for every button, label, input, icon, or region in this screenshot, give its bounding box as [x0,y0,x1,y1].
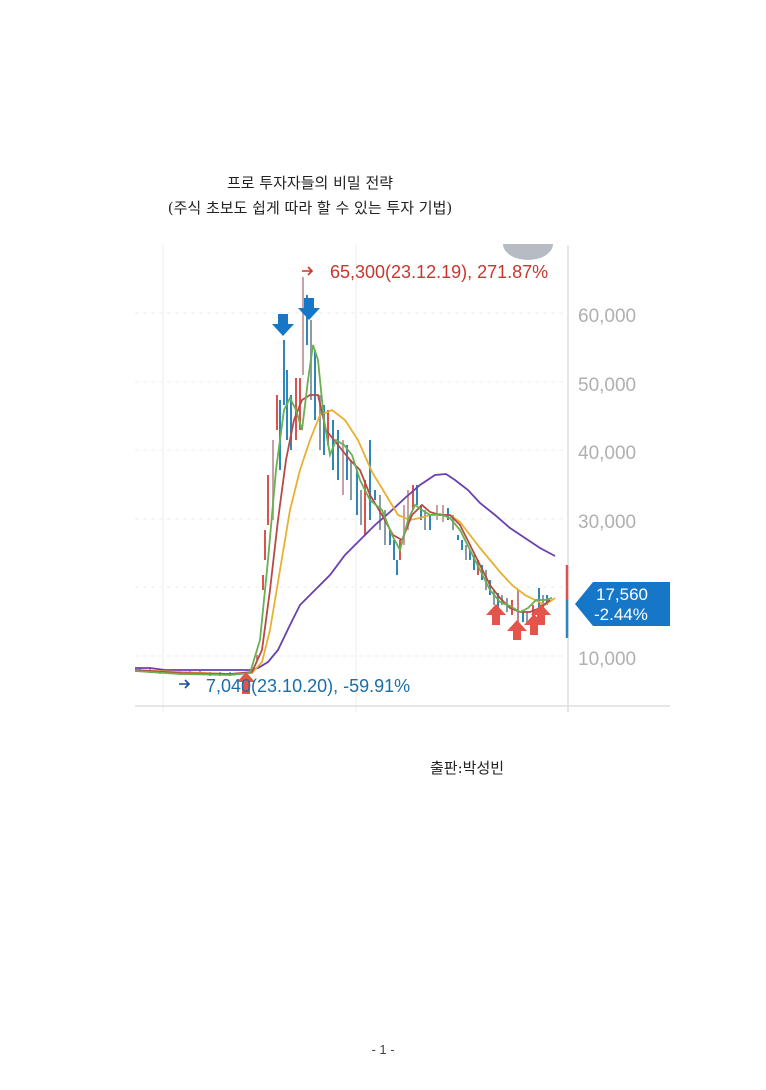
current-price: 17,560 [596,585,648,604]
buy-arrow-icon [507,620,527,640]
high-annotation: 65,300(23.12.19), 271.87% [302,262,548,282]
ma-yellow-line [134,408,556,675]
buy-signals [237,604,551,694]
buy-arrow-icon [531,604,551,625]
y-tick-10000: 10,000 [578,649,636,670]
ma-purple-line [135,473,556,671]
current-price-badge: 17,560 -2.44% [575,582,670,626]
arrow-right-icon [179,679,191,689]
sell-arrow-icon [272,314,294,336]
document-title: 프로 투자자들의 비밀 전략 [226,174,394,192]
y-tick-30000: 30,000 [578,512,636,533]
y-tick-40000: 40,000 [578,443,636,464]
candlesticks [139,277,548,676]
arrow-right-icon [302,266,314,276]
page-number: - 1 - [371,1042,395,1057]
ma-green-line [134,344,553,676]
sell-arrow-icon [298,298,320,320]
ma-red-line [134,394,551,675]
buy-arrow-icon [524,614,544,635]
y-tick-60000: 60,000 [578,306,636,327]
grid-lines [135,312,568,657]
y-tick-50000: 50,000 [578,375,636,396]
publisher-credit: 출판:박성빈 [430,759,505,777]
low-label: 7,040(23.10.20), -59.91% [206,676,410,696]
buy-arrow-icon [486,604,506,625]
scroll-handle[interactable] [503,244,553,260]
document-subtitle: (주식 초보도 쉽게 따라 할 수 있는 투자 기법) [167,199,453,217]
current-change: -2.44% [594,605,648,624]
buy-arrow-icon [237,672,255,694]
high-label: 65,300(23.12.19), 271.87% [330,262,548,282]
sell-signals [272,298,320,336]
low-annotation: 7,040(23.10.20), -59.91% [179,676,410,696]
